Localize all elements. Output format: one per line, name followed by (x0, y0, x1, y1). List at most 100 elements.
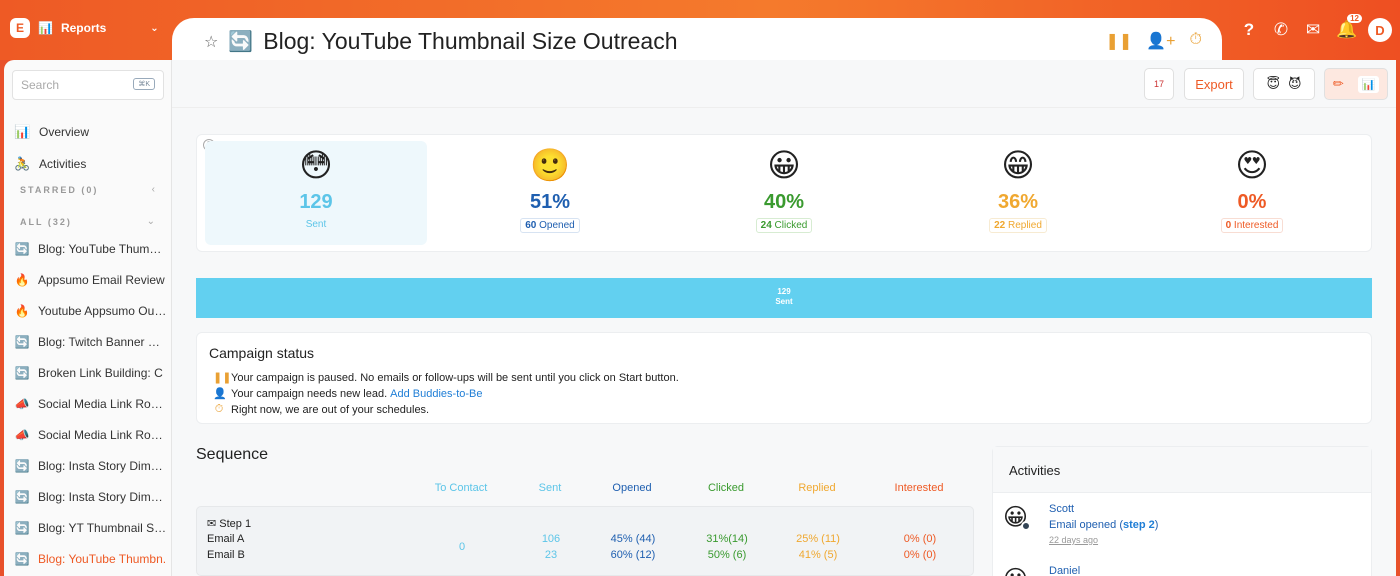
clicked-a-value: 31%(14) (706, 533, 748, 545)
reports-menu[interactable]: E 📊 Reports ⌄ (10, 18, 159, 38)
campaign-item[interactable]: 🔥 Youtube Appsumo Outreach (14, 304, 174, 318)
interested-a-value: 0% (0) (903, 533, 937, 545)
recycle-icon: 🔄 (14, 335, 30, 349)
beaming-face-icon: 😁 (1001, 147, 1035, 183)
stat-label: Sent (305, 219, 327, 230)
content-area: 17 Export 😇 😈 ✏ 📊 ? 😳 129 Sent 🙂 51% (172, 60, 1396, 576)
reports-chart-icon: 📊 (38, 21, 53, 35)
activity-name[interactable]: Scott (1049, 503, 1075, 515)
sidebar: Search ⌘K 📊 Overview 🚴 Activities STARRE… (4, 60, 176, 576)
stat-interested[interactable]: 😍 0% 0 Interested (1141, 141, 1363, 245)
fire-icon: 🔥 (14, 273, 30, 287)
grin-face-icon: 😀 (767, 147, 801, 183)
help-icon[interactable]: ? (1243, 20, 1255, 39)
stat-sent[interactable]: 😳 129 Sent (205, 141, 427, 245)
step-link[interactable]: step 2 (1123, 519, 1155, 531)
col-sent: Sent (538, 482, 562, 494)
devil-emoji-icon[interactable]: 😈 (1288, 76, 1302, 91)
recycle-icon: 🔄 (14, 490, 30, 504)
starred-section[interactable]: STARRED (0) (20, 185, 98, 195)
sent-progress-bar[interactable]: 129 Sent (196, 278, 1372, 318)
campaign-item[interactable]: 🔄 Blog: YT Thumbnail Size (14, 521, 174, 535)
campaign-item-active[interactable]: 🔄Blog: YouTube Thumbn.› (14, 552, 176, 566)
stat-value: 129 (299, 191, 333, 213)
bar-chart-icon: 📊 (14, 124, 31, 139)
stat-replied[interactable]: 😁 36% 22 Replied (907, 141, 1129, 245)
notification-badge: 12 (1347, 14, 1362, 23)
campaign-item[interactable]: 🔄 Blog: YouTube Thumbnail Size Outreach (14, 242, 174, 256)
recycle-icon: 🔄 (14, 552, 30, 566)
add-user-icon: 👤 (213, 388, 227, 400)
all-section[interactable]: ALL (32) (20, 217, 72, 227)
pause-icon[interactable]: ❚❚ (1105, 33, 1133, 50)
sequence-step-row[interactable]: ✉ Step 1 Email A Email B 0 106 23 45% (4… (196, 506, 974, 576)
email-b-label: Email B (207, 549, 245, 561)
stat-clicked[interactable]: 😀 40% 24 Clicked (673, 141, 895, 245)
add-buddies-link[interactable]: Add Buddies-to-Be (390, 387, 483, 400)
campaign-label: Social Media Link Round (38, 397, 168, 411)
stat-label: 0 Interested (1220, 218, 1284, 233)
campaign-item[interactable]: 🔄 Blog: Insta Story Dimensions (14, 490, 174, 504)
sidebar-item-overview[interactable]: 📊 Overview (14, 124, 89, 140)
app-logo: E (10, 18, 30, 38)
emoji-toggle[interactable]: 😇 😈 (1253, 68, 1315, 100)
angel-emoji-icon[interactable]: 😇 (1266, 76, 1280, 91)
search-shortcut: ⌘K (133, 78, 155, 90)
activity-name[interactable]: Daniel (1049, 565, 1081, 576)
recycle-icon: 🔄 (14, 459, 30, 473)
search-input[interactable]: Search ⌘K (12, 70, 164, 100)
stat-value: 51% (529, 191, 571, 213)
campaign-item[interactable]: 🔄 Blog: Insta Story Dimensions (14, 459, 174, 473)
interested-b-value: 0% (0) (903, 549, 937, 561)
starred-label: STARRED (0) (20, 185, 99, 195)
col-replied: Replied (798, 482, 836, 494)
page-title: Blog: YouTube Thumbnail Size Outreach (263, 28, 678, 54)
chevron-down-icon: ⌄ (150, 22, 159, 34)
view-toggle[interactable]: ✏ 📊 (1324, 68, 1388, 100)
phone-icon[interactable]: ✆ (1273, 20, 1289, 39)
bell-icon[interactable]: 🔔 12 (1336, 14, 1362, 40)
sidebar-item-activities[interactable]: 🚴 Activities (14, 156, 86, 172)
main-panel: ☆ 🔄 Blog: YouTube Thumbnail Size Outreac… (172, 18, 1396, 576)
avatar: 😀 (1003, 565, 1028, 576)
star-icon[interactable]: ☆ (204, 33, 219, 51)
col-to-contact: To Contact (434, 482, 488, 494)
campaign-item[interactable]: 🔄 Blog: Twitch Banner Outreach (14, 335, 174, 349)
add-user-icon[interactable]: 👤+ (1146, 33, 1176, 50)
edit-icon[interactable]: ✏ (1332, 76, 1344, 91)
heart-eyes-icon: 😍 (1235, 147, 1269, 183)
sent-b-value: 23 (544, 549, 558, 561)
timer-icon[interactable]: ⏱ (1189, 31, 1202, 48)
campaign-label: Blog: YouTube Thumbnail Size Outreach (38, 242, 168, 256)
chevron-down-icon[interactable]: ⌄ (146, 216, 155, 227)
chevron-left-icon[interactable]: ‹ (151, 184, 155, 195)
stat-label: 22 Replied (989, 218, 1047, 233)
mail-icon[interactable]: ✉ (1305, 20, 1321, 39)
campaign-status-title: Campaign status (209, 345, 315, 361)
sequence-title: Sequence (196, 446, 269, 463)
status-line: ⏱ Right now, we are out of your schedule… (214, 403, 430, 416)
search-placeholder: Search (21, 78, 60, 92)
user-avatar[interactable]: D (1368, 18, 1392, 42)
chart-icon[interactable]: 📊 (1357, 75, 1380, 93)
sidebar-item-label: Activities (39, 157, 87, 171)
campaign-item[interactable]: 🔄 Broken Link Building: C (14, 366, 174, 380)
col-opened: Opened (612, 482, 652, 494)
opened-a-value: 45% (44) (610, 533, 656, 545)
calendar-button[interactable]: 17 (1144, 68, 1174, 100)
recycle-icon: 🔄 (228, 31, 254, 53)
campaign-item[interactable]: 📣 Social Media Link Round (14, 428, 174, 442)
campaign-item[interactable]: 📣 Social Media Link Round (14, 397, 174, 411)
stat-value: 0% (1237, 191, 1267, 213)
campaign-item[interactable]: 🔥 Appsumo Email Review (14, 273, 174, 287)
email-a-label: Email A (207, 533, 245, 545)
recycle-icon: 🔄 (14, 366, 30, 380)
stat-label: 60 Opened (520, 218, 580, 233)
clicked-b-value: 50% (6) (707, 549, 747, 561)
pause-icon: ❚❚ (213, 372, 232, 384)
activities-title: Activities (993, 447, 1371, 493)
export-button[interactable]: Export (1184, 68, 1244, 100)
smile-face-icon: 🙂 (530, 147, 570, 183)
campaign-label: Appsumo Email Review (38, 273, 165, 287)
stat-opened[interactable]: 🙂 51% 60 Opened (439, 141, 661, 245)
